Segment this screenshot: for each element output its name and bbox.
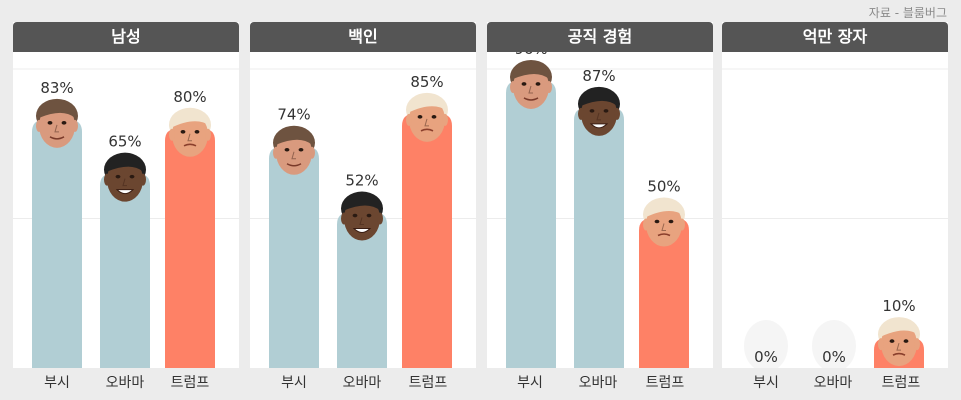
bush-face-icon: [510, 59, 552, 109]
x-label: 부시: [517, 375, 543, 391]
obama-face-icon: [812, 320, 856, 368]
bar: [506, 80, 556, 368]
bar: [165, 128, 215, 368]
x-label: 오바마: [813, 375, 853, 391]
bush-face-icon: [273, 125, 315, 175]
bar: [32, 119, 82, 368]
x-label: 오바마: [578, 375, 618, 391]
x-label: 부시: [753, 375, 779, 391]
x-label: 트럼프: [881, 375, 921, 391]
data-label: 0%: [754, 348, 778, 366]
panel-title: 남성: [13, 22, 239, 52]
data-label: 0%: [822, 348, 846, 366]
x-label: 오바마: [342, 375, 382, 391]
bush-face-icon: [36, 98, 78, 148]
trump-face-icon: [169, 107, 211, 157]
data-label: 65%: [108, 133, 141, 151]
obama-face-icon: [104, 152, 146, 202]
source-note: 자료 - 블룸버그: [868, 6, 947, 20]
trump-face-icon: [406, 92, 448, 142]
data-label: 87%: [582, 67, 615, 85]
trump-face-icon: [643, 197, 685, 247]
panel-title: 백인: [250, 22, 476, 52]
panel-title: 공직 경험: [487, 22, 713, 52]
data-label: 52%: [345, 172, 378, 190]
panel-white: 74% 52% 85% 백인: [250, 22, 476, 368]
x-label: 트럼프: [408, 375, 448, 391]
panel-male: 83% 65% 80% 남성: [13, 22, 239, 368]
obama-face-icon: [341, 191, 383, 241]
panel-billionaire: 0% 0% 10% 억만 장자: [722, 22, 948, 368]
bar: [402, 113, 452, 368]
x-label: 부시: [44, 375, 70, 391]
data-label: 50%: [647, 178, 680, 196]
x-label: 부시: [281, 375, 307, 391]
x-label: 트럼프: [645, 375, 685, 391]
bar: [100, 173, 150, 368]
x-label: 트럼프: [170, 375, 210, 391]
bar-chart: 74% 52% 85%: [250, 68, 476, 368]
trump-face-icon: [878, 317, 920, 367]
panel-title: 억만 장자: [722, 22, 948, 52]
data-label: 80%: [173, 88, 206, 106]
bar-chart: 96%87%50%: [487, 40, 713, 368]
data-label: 10%: [882, 297, 915, 315]
bush-face-icon: [744, 320, 788, 368]
bar: [639, 218, 689, 368]
bar-chart: 83% 65% 80%: [13, 68, 239, 368]
panel-office-experience: 96%87%50% 공직 경험: [487, 22, 713, 368]
obama-face-icon: [578, 86, 620, 136]
bar-chart: 0% 0% 10%: [722, 68, 948, 368]
data-label: 74%: [277, 106, 310, 124]
data-label: 83%: [40, 79, 73, 97]
data-label: 85%: [410, 73, 443, 91]
bar: [337, 212, 387, 368]
x-label: 오바마: [105, 375, 145, 391]
bar: [269, 146, 319, 368]
bar: [574, 107, 624, 368]
